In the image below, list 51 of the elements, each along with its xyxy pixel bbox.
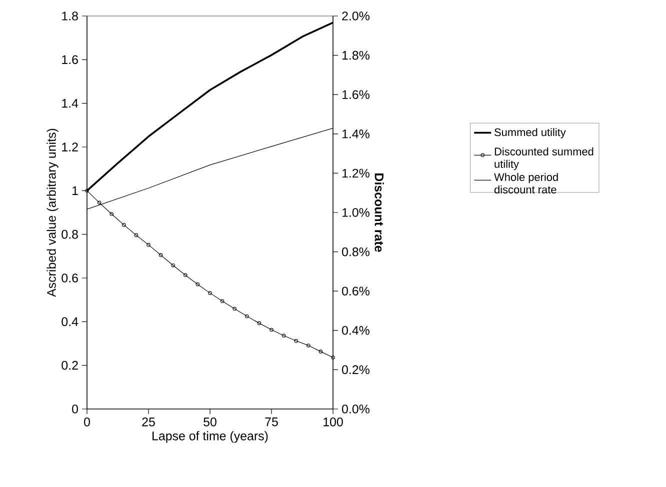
y2-tick-label: 1.0% [342,208,370,217]
y-tick-label: 0.4 [62,317,78,326]
y2-tick-label: 1.8% [342,50,370,60]
point [245,314,249,318]
point [97,200,102,205]
y-tick-label: 0.6 [62,274,78,282]
y2-axis-title: Discount rate [374,174,384,252]
x-axis-title: Lapse of time (years) [152,431,268,443]
y-axis-title: Ascribed value (arbitrary units) [46,128,58,297]
x-tick-label: 0 [84,418,90,426]
legend-label: Whole period discount rate [494,172,558,194]
point [146,242,150,247]
y-tick-label: 1.2 [62,142,78,152]
y2-tick-label: 0.4% [342,326,370,335]
y-tick-label: 0.2 [62,360,78,370]
point [257,321,262,326]
y-tick-label: 1.4 [62,99,78,108]
point [158,253,163,257]
point [184,273,188,278]
y2-tick-label: 1.4% [342,130,370,138]
x-tick-label: 50 [204,418,216,426]
point [171,263,175,268]
point [270,328,274,332]
y-tick-label: 1.6 [62,55,78,64]
point [134,233,138,238]
y-tick-label: 1.8 [62,12,78,20]
point [220,299,224,304]
point [208,291,212,295]
point [306,344,310,348]
y2-tick-label: 2.0% [342,12,370,20]
y2-tick-label: 0.6% [342,286,370,296]
y-tick-label: 1 [72,186,78,195]
y-tick-label: 0 [72,404,78,414]
legend-label: Discounted summed utility [494,147,594,170]
y2-tick-label: 1.6% [342,90,370,100]
y-tick-label: 0.8 [62,230,78,239]
y2-tick-label: 0.2% [342,365,370,374]
x-tick-label: 100 [324,418,343,426]
y2-tick-label: 1.2% [342,168,370,178]
point [122,223,126,227]
point [110,212,114,216]
point [232,306,236,311]
x-tick-label: 25 [142,418,155,426]
legend-label: Summed utility [494,128,566,138]
y2-tick-label: 0.8% [342,247,370,256]
x-tick-label: 75 [265,418,278,426]
y2-tick-label: 0.0% [342,404,370,414]
point [294,338,298,343]
point [282,334,286,338]
point [196,282,200,286]
point [318,350,323,354]
